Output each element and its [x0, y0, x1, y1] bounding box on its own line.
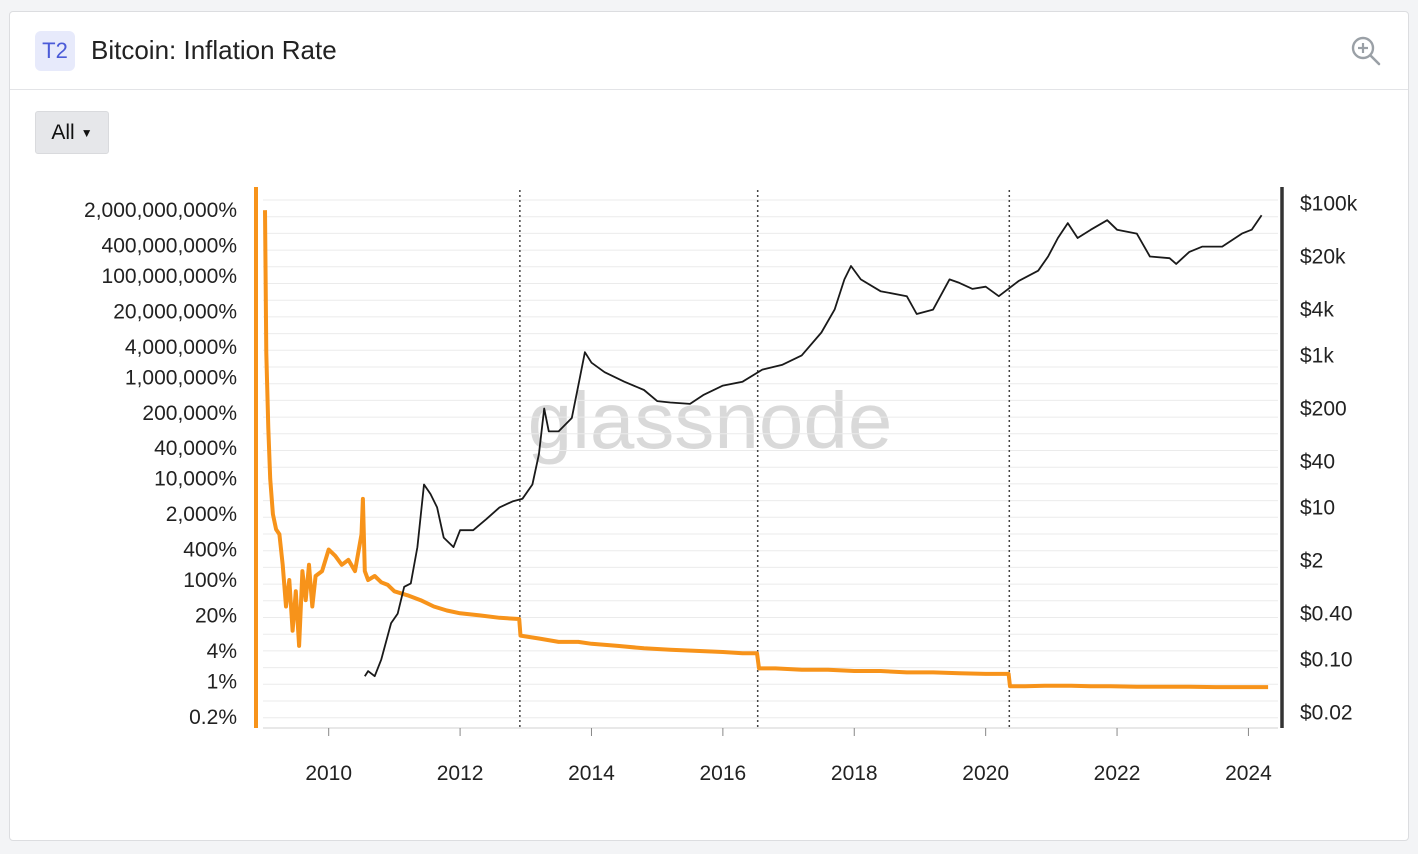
- tier-badge: T2: [35, 31, 75, 71]
- time-range-dropdown[interactable]: All ▼: [35, 111, 109, 154]
- watermark: glassnode: [528, 376, 893, 465]
- series-group: [263, 210, 1269, 690]
- y-left-tick-label: 20%: [195, 604, 237, 627]
- time-range-label: All: [51, 121, 75, 144]
- x-tick-label: 2020: [962, 762, 1009, 785]
- x-tick-label: 2022: [1094, 762, 1141, 785]
- inflation-rate-line: [263, 210, 1269, 690]
- y-left-tick-label: 10,000%: [154, 468, 237, 491]
- y-left-tick-label: 200,000%: [142, 402, 237, 425]
- zoom-in-icon[interactable]: [1350, 35, 1382, 67]
- chart-card: T2 Bitcoin: Inflation Rate All ▼: [9, 11, 1409, 841]
- y-right-tick-label: $200: [1300, 398, 1347, 421]
- x-tick-label: 2014: [568, 762, 615, 785]
- x-tick-label: 2016: [700, 762, 747, 785]
- y-right-tick-label: $100k: [1300, 192, 1358, 215]
- y-left-tick-label: 100%: [183, 569, 237, 592]
- y-left-tick-label: 400%: [183, 539, 237, 562]
- y-right-tick-label: $40: [1300, 451, 1335, 474]
- y-right-tick-label: $2: [1300, 550, 1323, 573]
- x-tick-label: 2010: [305, 762, 352, 785]
- gridlines: [263, 199, 1278, 719]
- left-axis: 2,000,000,000% 400,000,000% 100,000,000% 20…: [84, 187, 258, 729]
- chart-title: Bitcoin: Inflation Rate: [91, 35, 337, 65]
- y-right-tick-label: $0.02: [1300, 702, 1353, 725]
- y-left-tick-label: 20,000,000%: [113, 301, 237, 324]
- y-right-tick-label: $0.10: [1300, 648, 1353, 671]
- right-axis: $100k $20k $4k $1k $200 $40 $10 $2 $0.40 $0.10 $0.…: [1280, 187, 1358, 728]
- y-left-tick-label: 0.2%: [189, 706, 237, 729]
- y-left-tick-label: 100,000,000%: [102, 265, 237, 288]
- x-tick-label: 2012: [437, 762, 484, 785]
- y-left-tick-label: 4,000,000%: [125, 336, 237, 359]
- price-line: [364, 214, 1263, 678]
- x-axis: 2010 2012 2014 2016 2018 2020 2022 2024: [263, 727, 1278, 785]
- x-tick-label: 2018: [831, 762, 878, 785]
- y-left-tick-label: 1%: [207, 670, 237, 693]
- x-tick-label: 2024: [1225, 762, 1272, 785]
- y-right-tick-label: $0.40: [1300, 603, 1353, 626]
- y-right-tick-label: $20k: [1300, 246, 1346, 269]
- y-left-tick-label: 2,000,000,000%: [84, 199, 237, 222]
- y-left-tick-label: 1,000,000%: [125, 366, 237, 389]
- y-left-tick-label: 2,000%: [166, 503, 237, 526]
- caret-down-icon: ▼: [80, 126, 93, 140]
- y-left-tick-label: 400,000,000%: [102, 235, 237, 258]
- y-left-tick-label: 40,000%: [154, 437, 237, 460]
- y-right-tick-label: $1k: [1300, 344, 1334, 367]
- y-left-tick-label: 4%: [207, 640, 237, 663]
- y-right-tick-label: $10: [1300, 496, 1335, 519]
- card-header: T2 Bitcoin: Inflation Rate: [10, 12, 1408, 90]
- y-right-tick-label: $4k: [1300, 299, 1334, 322]
